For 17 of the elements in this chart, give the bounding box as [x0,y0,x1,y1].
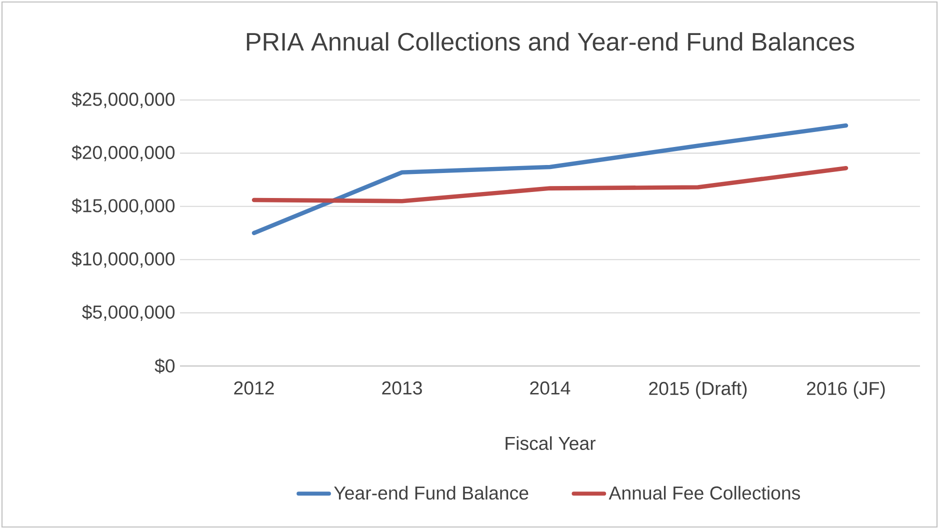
legend-label: Year-end Fund Balance [334,486,528,500]
y-tick-label: $0 [154,358,175,374]
chart-title: PRIA Annual Collections and Year-end Fund Balances [246,32,854,51]
x-axis-title: Fiscal Year [506,436,596,450]
line-series [252,166,848,204]
x-tick-label: 2016 (JF) [807,381,885,399]
y-tick-label: $5,000,000 [82,304,175,321]
x-tick-label: 2014 [530,381,570,395]
y-tick-label: $20,000,000 [72,145,175,162]
y-tick-label: $10,000,000 [72,251,175,268]
line-series [252,123,848,236]
y-tick-label: $15,000,000 [72,198,175,214]
x-tick-label: 2012 [234,381,274,395]
x-tick-label: 2013 [382,381,422,395]
legend-label: Annual Fee Collections [608,486,800,500]
x-tick-label: 2015 (Draft) [649,381,747,399]
y-tick-label: $25,000,000 [72,92,175,108]
